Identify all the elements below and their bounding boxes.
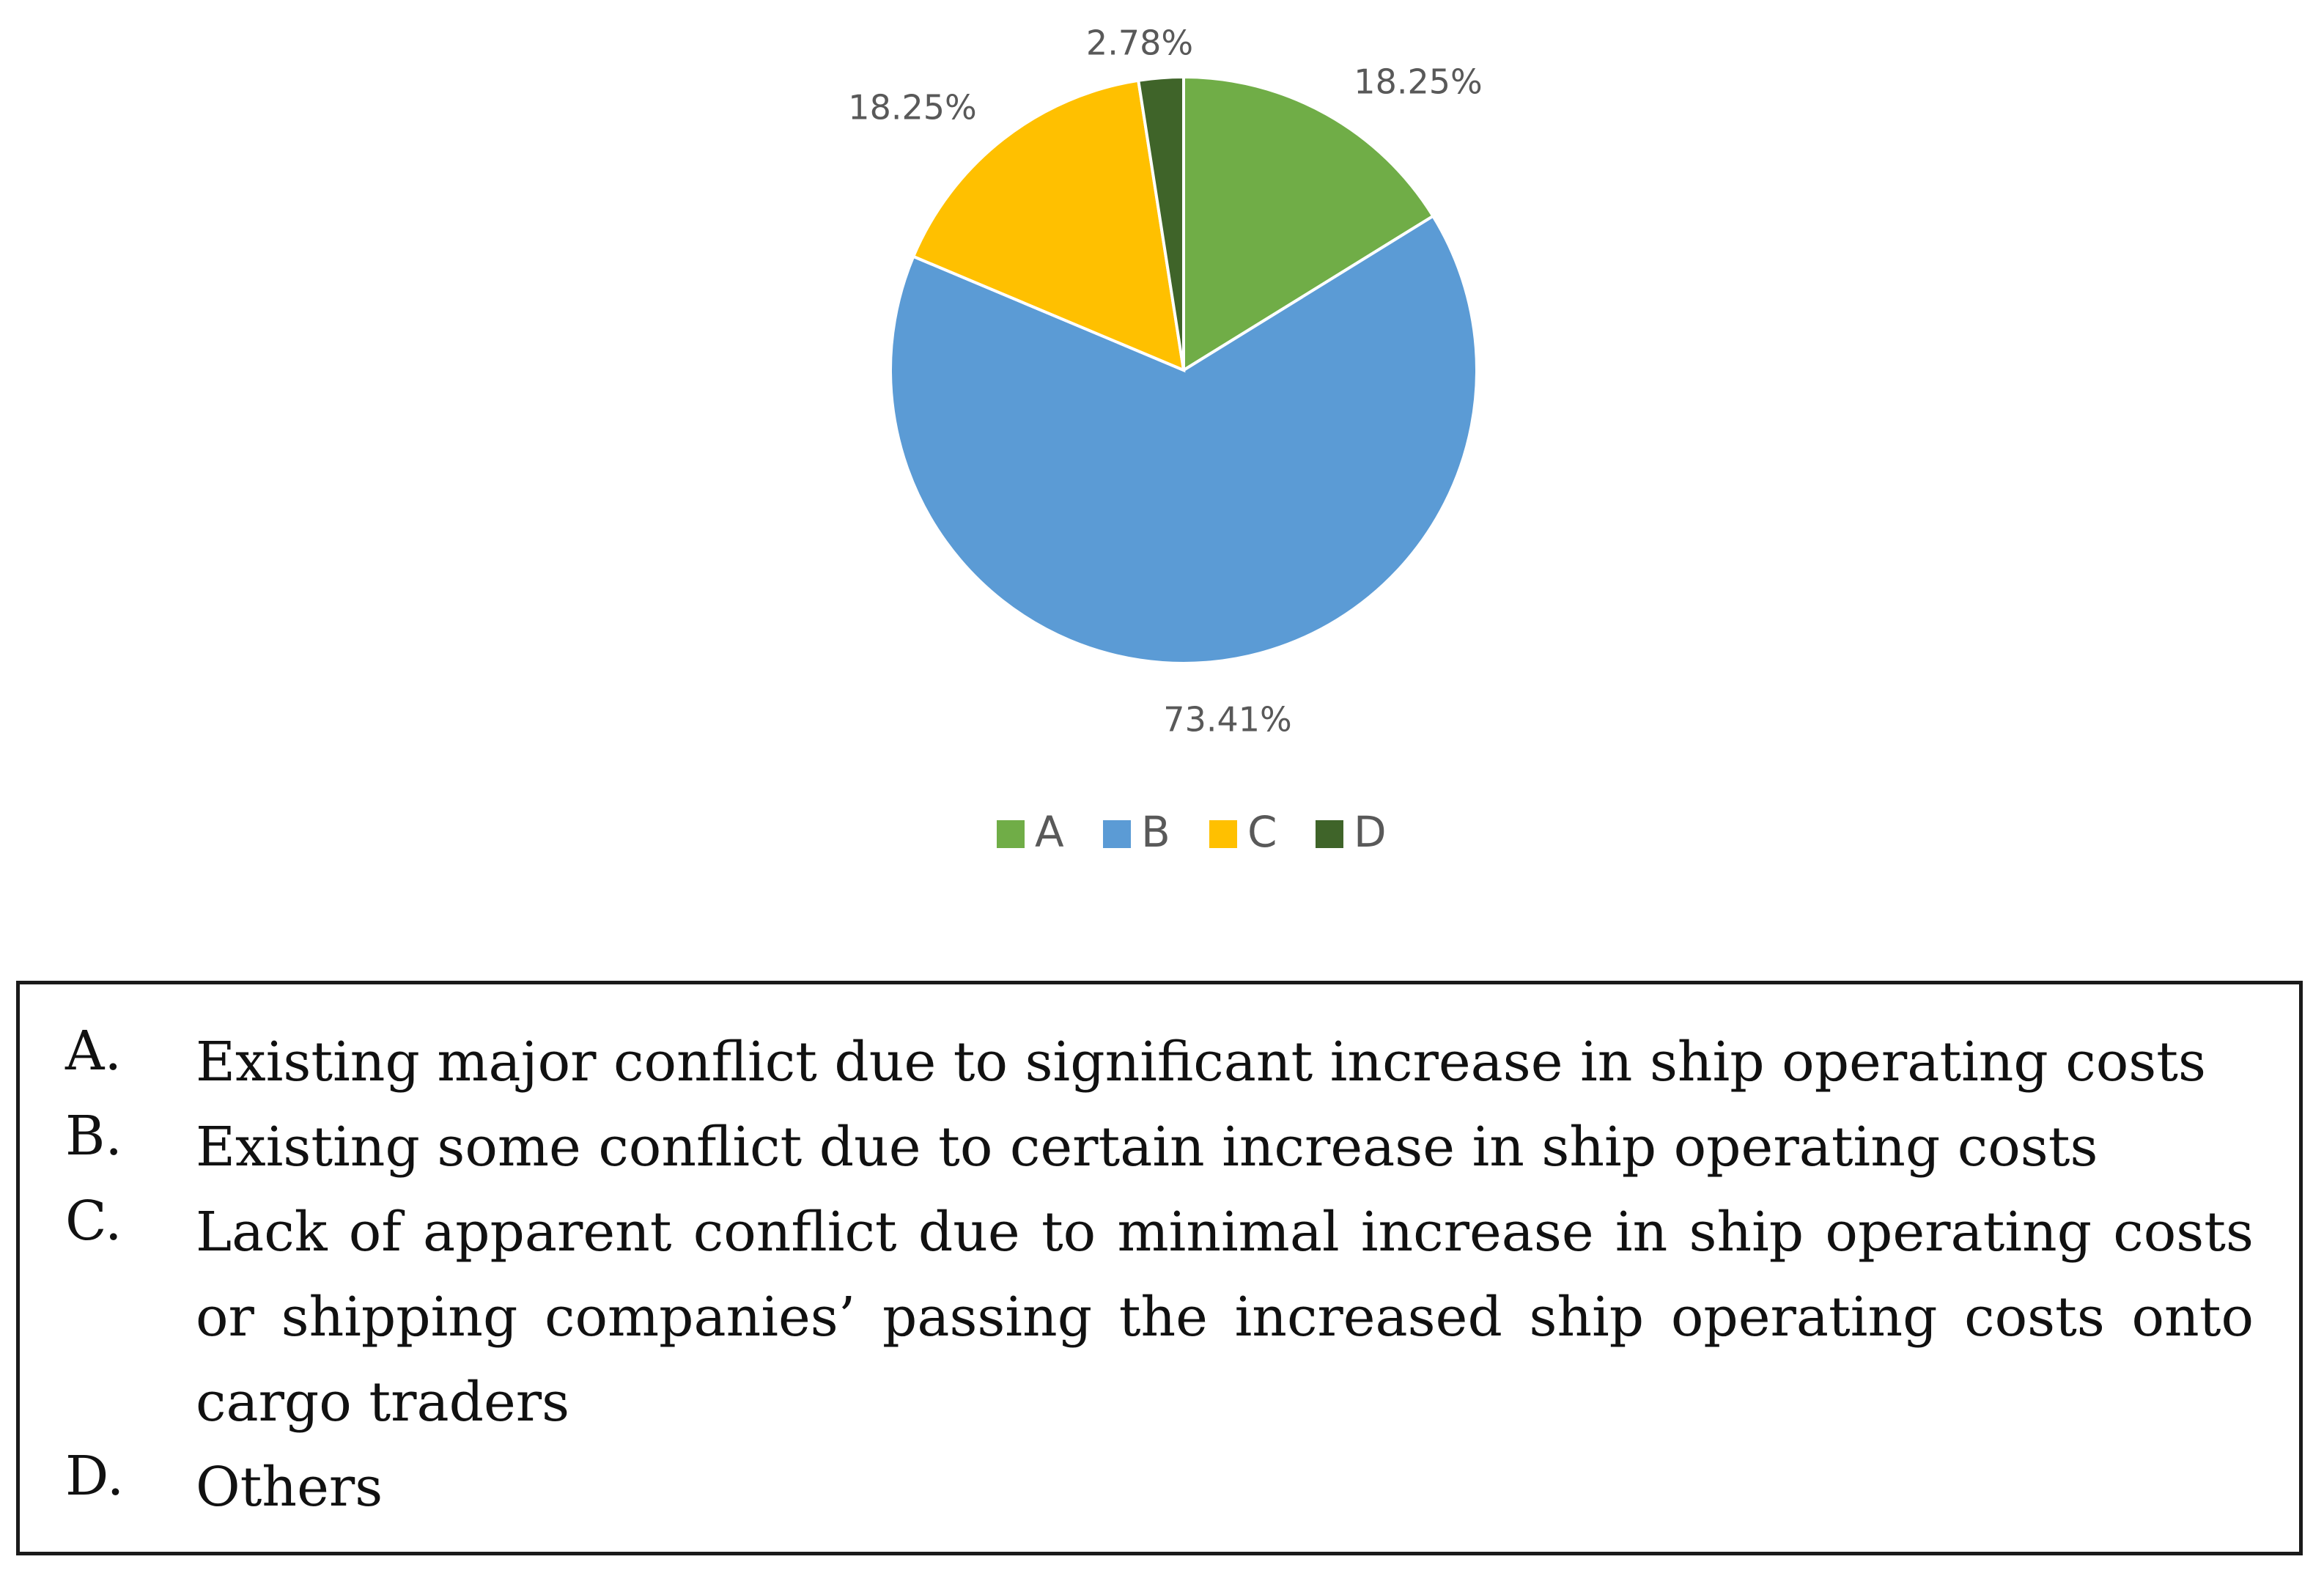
key-text-d: Others xyxy=(196,1456,383,1519)
key-text-a: Existing major conflict due to significa… xyxy=(196,1031,2206,1094)
key-letter-d: D. xyxy=(65,1445,125,1508)
key-letter-a: A. xyxy=(65,1020,122,1083)
key-text-b: Existing some conflict due to certain in… xyxy=(196,1116,2098,1179)
key-letter-c: C. xyxy=(65,1190,122,1253)
legend-label-c: C xyxy=(1247,807,1277,857)
pie-slice-d xyxy=(1136,75,1185,371)
legend-swatch-a xyxy=(997,820,1025,848)
legend-swatch-d xyxy=(1316,820,1343,848)
pie-slices xyxy=(889,75,1478,665)
data-label-a: 18.25% xyxy=(1354,62,1482,102)
pie-chart: 18.25% 73.41% 18.25% 2.78% A B C D xyxy=(848,23,1482,858)
legend-swatch-b xyxy=(1103,820,1131,848)
legend-swatch-c xyxy=(1209,820,1237,848)
pie-data-labels: 18.25% 73.41% 18.25% 2.78% xyxy=(848,23,1482,740)
data-label-c: 18.25% xyxy=(848,88,976,128)
legend-label-d: D xyxy=(1354,807,1387,857)
pie-slice-a xyxy=(1182,75,1436,373)
key-text-c: Lack of apparent conflict due to minimal… xyxy=(196,1201,2254,1434)
pie-slice-c xyxy=(911,78,1186,373)
legend-label-a: A xyxy=(1035,807,1064,857)
data-label-b: 73.41% xyxy=(1163,700,1291,740)
data-label-d: 2.78% xyxy=(1086,23,1193,63)
legend-label-b: B xyxy=(1141,807,1170,857)
pie-slice-b xyxy=(889,214,1478,665)
key-letter-b: B. xyxy=(65,1105,122,1168)
legend: A B C D xyxy=(997,807,1387,857)
category-key-box: A. Existing major conflict due to signif… xyxy=(16,981,2303,1555)
